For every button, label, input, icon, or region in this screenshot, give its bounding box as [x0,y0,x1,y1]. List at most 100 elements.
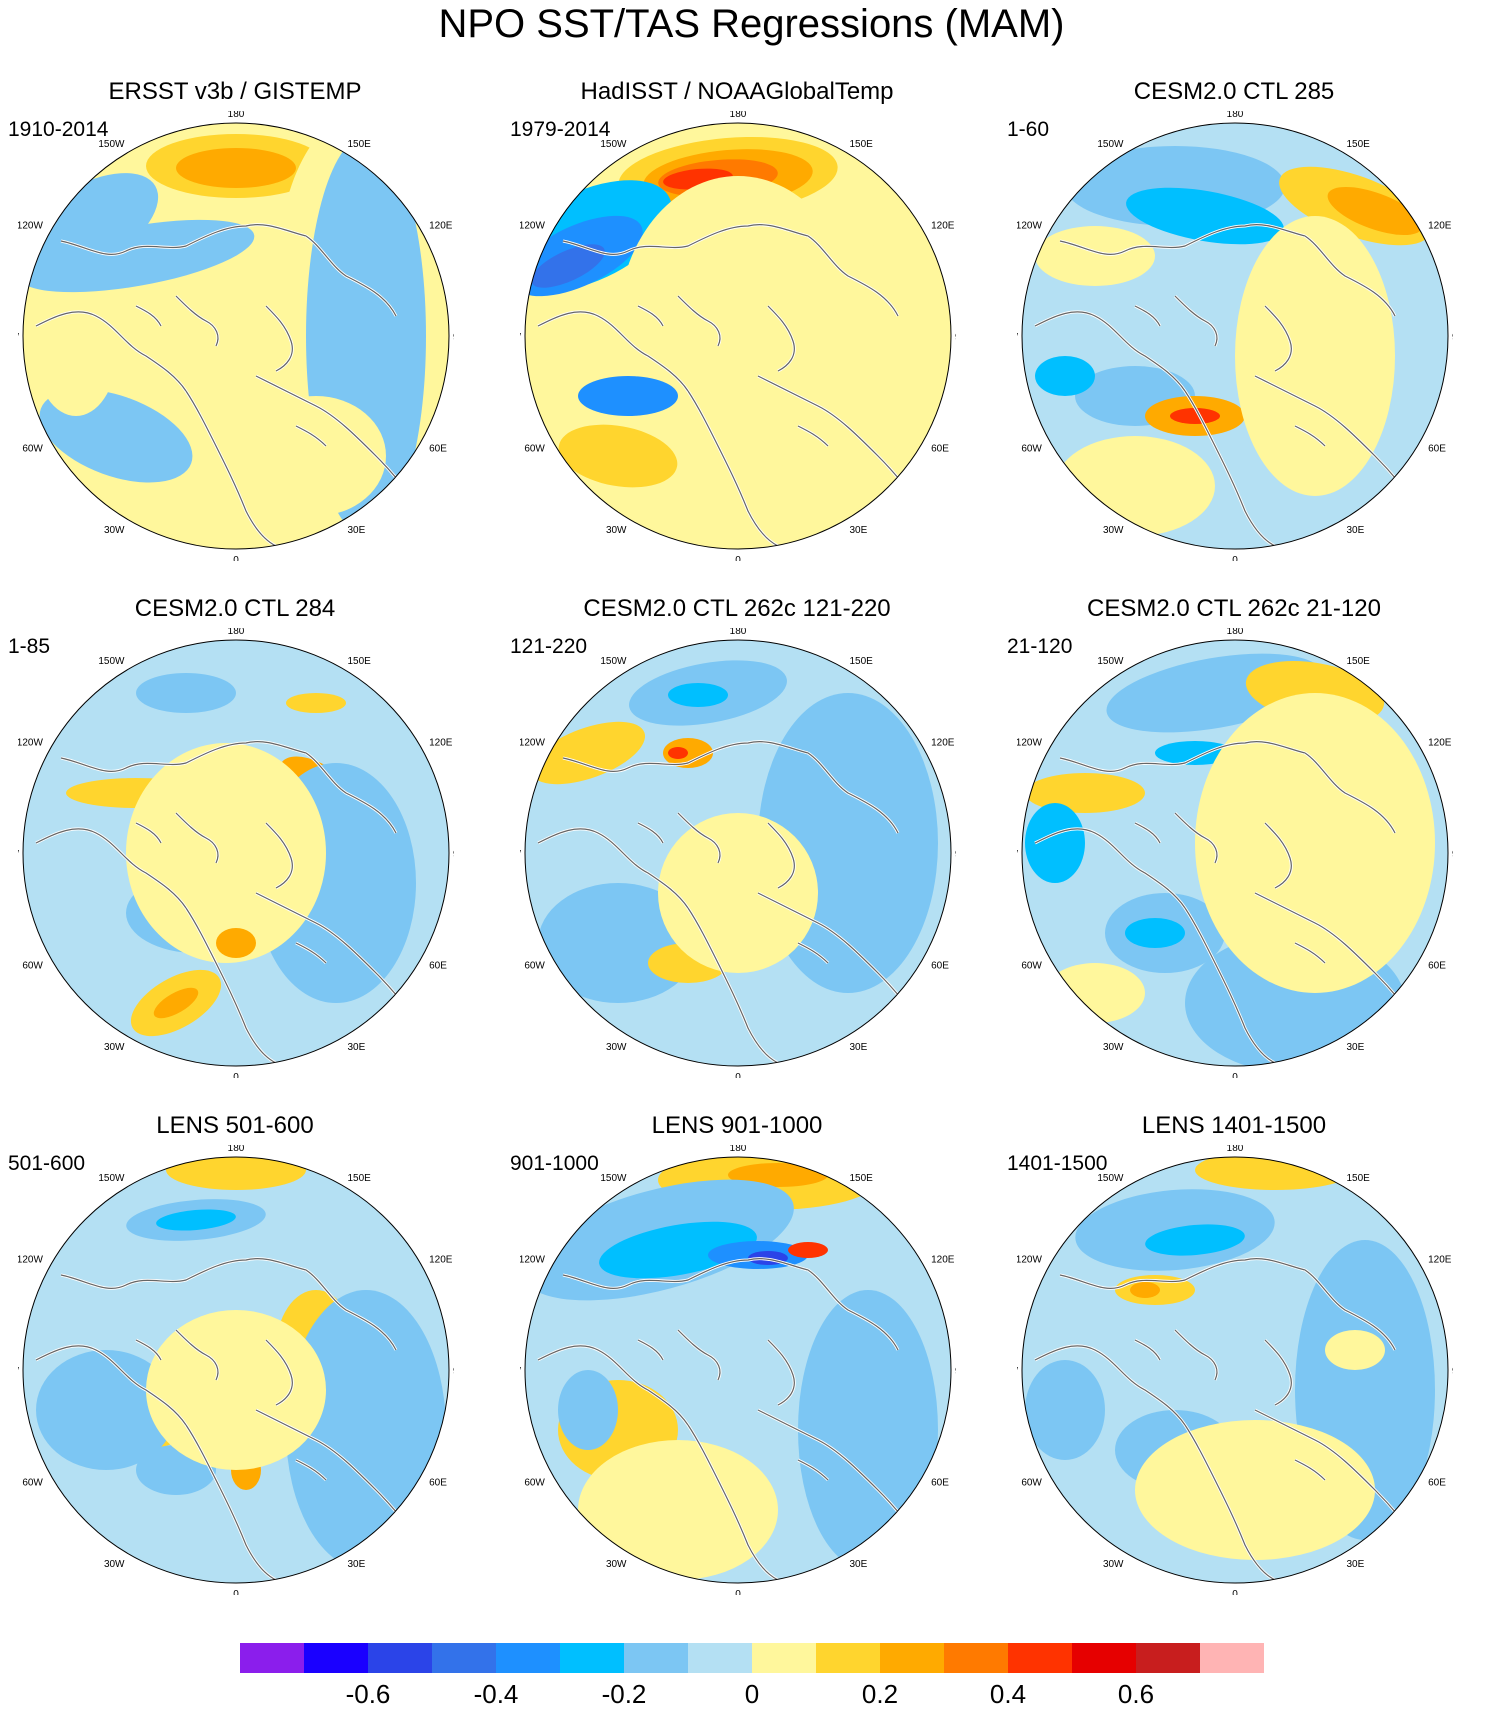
colorbar-tick-label: -0.6 [346,1679,391,1709]
longitude-label: 60W [1021,1478,1042,1489]
longitude-label: 0 [1232,555,1238,561]
anomaly-contour [658,813,818,973]
anomaly-contour [558,1370,618,1450]
longitude-label: 30E [850,525,868,536]
anomaly-contour [668,747,688,759]
anomaly-contour [1025,1360,1105,1460]
panel-title: CESM2.0 CTL 262c 121-220 [502,595,972,623]
period-label: 1979-2014 [510,118,610,142]
longitude-label: 90E [453,1366,454,1377]
longitude-label: 120E [429,1255,453,1266]
anomaly-contour [1135,1420,1375,1560]
longitude-label: 60W [1021,444,1042,455]
longitude-label: 120W [520,738,545,749]
anomaly-contour [216,928,256,958]
anomaly-contour [246,396,386,516]
colorbar-tick-label: 0 [745,1679,759,1709]
anomaly-contour [126,743,326,963]
longitude-label: 90W [18,849,20,860]
panel-title: LENS 1401-1500 [999,1112,1469,1140]
map-panel: HadISST / NOAAGlobalTemp180150E120E90E60… [502,78,972,578]
map-panel: LENS 901-1000 180 150E 120E 90E 60E 30E 0 30W 60W… [502,1112,972,1612]
colorbar-tick-label: 0.6 [1118,1679,1154,1709]
anomaly-contour [1025,803,1085,883]
longitude-label: 120E [931,738,955,749]
longitude-label: 180 [1227,111,1244,120]
panel-title: HadISST / NOAAGlobalTemp [502,78,972,106]
longitude-label: 90E [955,849,956,860]
panel-title: LENS 501-600 [0,1112,470,1140]
longitude-label: 90W [520,332,522,343]
map-panel: ERSST v3b / GISTEMP180150E120E90E60E30E0… [0,78,470,578]
colorbar-tick-label: 0.4 [990,1679,1026,1709]
longitude-label: 120W [18,221,43,232]
panel-title: CESM2.0 CTL 262c 21-120 [999,595,1469,623]
map-panel: LENS 501-600180150E120E90E60E30E030W60W9… [0,1112,470,1612]
longitude-label: 180 [228,1145,245,1154]
colorbar-swatch [496,1643,560,1673]
longitude-label: 90E [955,332,956,343]
longitude-label: 0 [233,1589,239,1595]
longitude-label: 30W [104,525,125,536]
colorbar-swatch [240,1643,304,1673]
polar-map: 180 150E 120E 90E 60E 30E 0 30W 60W 90W 120W 150W [520,111,956,561]
anomaly-contour [36,296,116,416]
anomaly-contour [798,1290,938,1570]
longitude-label: 90W [520,1366,522,1377]
colorbar-tick-label: -0.4 [474,1679,519,1709]
longitude-label: 150W [98,1173,125,1184]
longitude-label: 60W [524,1478,545,1489]
longitude-label: 60E [429,444,447,455]
anomaly-contour [1055,436,1215,536]
longitude-label: 120E [1428,221,1452,232]
longitude-label: 180 [730,628,747,637]
longitude-label: 0 [233,1072,239,1078]
longitude-label: 60E [931,961,949,972]
longitude-label: 150E [850,139,874,150]
longitude-label: 30W [606,525,627,536]
panel-title: ERSST v3b / GISTEMP [0,78,470,106]
longitude-label: 180 [228,628,245,637]
longitude-label: 120W [520,1255,545,1266]
longitude-label: 60E [931,1478,949,1489]
colorbar-swatch [880,1643,944,1673]
longitude-label: 120W [1017,1255,1042,1266]
longitude-label: 120E [931,221,955,232]
longitude-label: 90W [1017,1366,1019,1377]
anomaly-contour [1195,693,1435,993]
longitude-label: 150E [348,139,372,150]
longitude-label: 150W [98,656,125,667]
longitude-label: 90W [18,1366,20,1377]
longitude-label: 90E [1452,332,1453,343]
longitude-label: 30E [850,1559,868,1570]
longitude-label: 30E [1347,525,1365,536]
anomaly-contour [146,1310,326,1470]
period-label: 121-220 [510,635,587,659]
longitude-label: 60E [429,961,447,972]
anomaly-contour [578,376,678,416]
polar-map: 180 150E 120E 90E 60E 30E 0 30W 60W 90W 120W 150W [520,628,956,1078]
anomaly-contour [1130,1282,1160,1298]
anomaly-contour [1035,226,1155,286]
anomaly-contour [668,683,728,707]
map-panel: CESM2.0 CTL 262c 21-120 180 150E 120E 90E 60E… [999,595,1469,1095]
longitude-label: 90E [453,332,454,343]
longitude-label: 60W [22,961,43,972]
anomaly-contour [1195,1150,1355,1190]
longitude-label: 60W [22,444,43,455]
longitude-label: 150W [1097,656,1124,667]
period-label: 21-120 [1007,635,1072,659]
anomaly-contour [788,1242,828,1258]
longitude-label: 60E [1428,961,1446,972]
map-panel: LENS 1401-1500180150E120E90E60E30E030W60… [999,1112,1469,1612]
map-panel: CESM2.0 CTL 262c 121-220 180 150E 120E 90E 60… [502,595,972,1095]
longitude-label: 180 [1227,1145,1244,1154]
map-panel: CESM2.0 CTL 285180150E120E90E60E30E030W6… [999,78,1469,578]
longitude-label: 90W [1017,332,1019,343]
longitude-label: 0 [735,1072,741,1078]
longitude-label: 30W [606,1042,627,1053]
longitude-label: 30E [348,1042,366,1053]
longitude-label: 120E [1428,1255,1452,1266]
longitude-label: 90W [18,332,20,343]
longitude-label: 60E [1428,1478,1446,1489]
